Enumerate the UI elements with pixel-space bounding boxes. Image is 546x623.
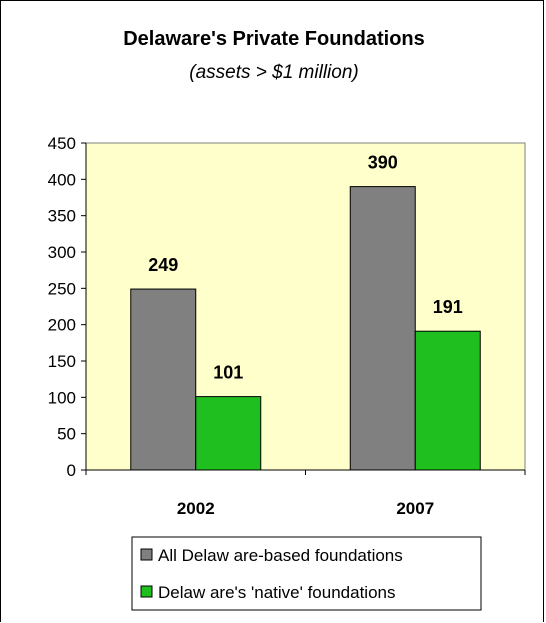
bar-value-label: 101 — [213, 363, 243, 383]
legend: All Delaw are-based foundations Delaw ar… — [131, 536, 482, 611]
bar — [130, 288, 197, 471]
bar — [414, 330, 481, 471]
y-tick-label: 150 — [48, 352, 76, 371]
y-tick-label: 400 — [48, 170, 76, 189]
x-category-label: 2007 — [396, 499, 434, 518]
bars: 249 101 390 191 — [130, 153, 481, 471]
x-category-label: 2002 — [177, 499, 215, 518]
y-tick-label: 250 — [48, 279, 76, 298]
y-tick-label: 50 — [57, 425, 76, 444]
y-tick-label: 200 — [48, 316, 76, 335]
chart-title: Delaware's Private Foundations — [123, 28, 425, 50]
bar — [349, 186, 416, 471]
bar-value-label: 390 — [368, 153, 398, 173]
y-tick-label: 300 — [48, 243, 76, 262]
legend-box — [131, 536, 482, 611]
y-tick-label: 350 — [48, 207, 76, 226]
y-tick-label: 0 — [67, 461, 76, 480]
y-tick-label: 450 — [48, 134, 76, 153]
legend-label-all-foundations: All Delaw are-based foundations — [158, 546, 403, 565]
bar-value-label: 249 — [148, 255, 178, 275]
bar-value-label: 191 — [433, 297, 463, 317]
legend-swatch-native-foundations — [140, 585, 153, 598]
y-axis: 0 50 100 150 200 250 300 350 400 450 — [48, 134, 87, 480]
bar — [195, 396, 262, 471]
x-axis: 2002 2007 — [85, 469, 526, 518]
legend-swatch-all-foundations — [140, 548, 153, 561]
legend-label-native-foundations: Delaw are's 'native' foundations — [158, 583, 396, 602]
chart-subtitle: (assets > $1 million) — [189, 62, 358, 83]
y-tick-label: 100 — [48, 388, 76, 407]
